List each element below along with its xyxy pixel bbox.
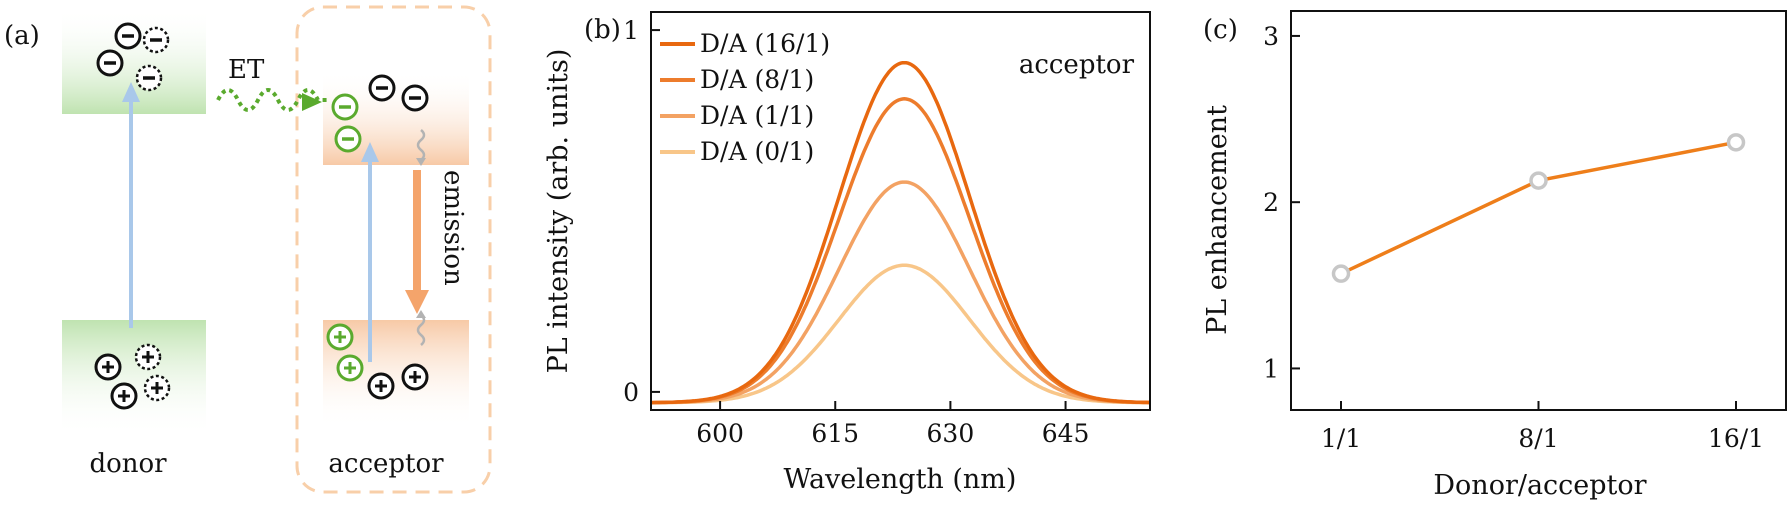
donor-electrons xyxy=(96,22,170,92)
panel-b-xlabel: Wavelength (nm) xyxy=(784,464,1017,495)
electron-green-icon xyxy=(334,125,362,153)
donor-excitation-arrowhead xyxy=(122,82,140,102)
x-tick-label: 615 xyxy=(811,419,859,448)
panel-a-label: (a) xyxy=(4,21,40,51)
panel-b-legend: D/A (16/1) D/A (8/1) D/A (1/1) D/A (0/1) xyxy=(660,29,830,166)
panel-a-schematic: (a) ET emission xyxy=(4,5,492,494)
panel-b-ticks: 600 615 630 645 0 1 xyxy=(623,16,1089,448)
hole-green-icon xyxy=(336,354,364,382)
emission-label: emission xyxy=(438,170,468,286)
spectrum-line xyxy=(651,60,1151,405)
x-tick-label: 8/1 xyxy=(1518,424,1558,453)
x-tick-label: 630 xyxy=(927,419,975,448)
acceptor-holes xyxy=(326,323,429,400)
acceptor-relaxation-squiggle-top xyxy=(416,129,426,161)
y-tick-label: 1 xyxy=(1263,354,1279,383)
enhancement-point xyxy=(1726,133,1746,152)
hole-icon xyxy=(367,372,395,400)
panel-c-chart: (c) 1/1 8/1 16/1 1 2 3 Donor/acceptor PL enha… xyxy=(1202,10,1787,501)
donor-label: donor xyxy=(89,449,167,479)
y-tick-label: 2 xyxy=(1263,188,1279,217)
et-label: ET xyxy=(228,55,265,85)
hole-icon xyxy=(401,363,429,391)
panel-c-ylabel: PL enhancement xyxy=(1202,105,1233,335)
hole-vacant-icon xyxy=(143,374,171,402)
donor-valence-band xyxy=(62,320,206,436)
hole-vacant-icon xyxy=(134,343,162,371)
electron-icon xyxy=(96,49,124,77)
electron-vacant-icon xyxy=(142,26,170,54)
x-tick-label: 645 xyxy=(1042,419,1090,448)
electron-icon xyxy=(114,22,142,50)
electron-icon xyxy=(401,84,429,112)
energy-transfer-arrowhead xyxy=(302,93,322,111)
electron-green-icon xyxy=(331,93,359,121)
emission-arrowhead xyxy=(405,290,429,314)
panel-c-series xyxy=(1331,133,1746,283)
x-tick-label: 16/1 xyxy=(1708,424,1764,453)
legend-entry: D/A (8/1) xyxy=(700,65,814,94)
panel-b-annotation: acceptor xyxy=(1019,50,1135,80)
hole-green-icon xyxy=(326,323,354,351)
x-tick-label: 600 xyxy=(696,419,744,448)
acceptor-box xyxy=(295,5,492,494)
panel-b-series xyxy=(651,60,1151,405)
energy-transfer-arrow xyxy=(216,88,328,112)
hole-icon xyxy=(110,382,138,410)
relaxation-arrowhead-bottom xyxy=(416,310,426,318)
panel-c-ticks: 1/1 8/1 16/1 1 2 3 xyxy=(1263,22,1764,453)
relaxation-arrowhead-top xyxy=(416,158,426,166)
acceptor-label: acceptor xyxy=(328,449,444,479)
panel-c-xlabel: Donor/acceptor xyxy=(1433,470,1646,501)
enhancement-point xyxy=(1529,171,1548,190)
panel-b-frame xyxy=(650,11,1151,411)
legend-entry: D/A (16/1) xyxy=(700,29,830,58)
acceptor-electrons xyxy=(331,74,429,153)
acceptor-relaxation-squiggle-bottom xyxy=(416,314,426,346)
acceptor-excitation-arrowhead xyxy=(361,142,379,162)
x-tick-label: 1/1 xyxy=(1321,424,1361,453)
panel-b-ylabel: PL intensity (arb. units) xyxy=(543,49,574,374)
legend-entry: D/A (1/1) xyxy=(700,101,814,130)
y-tick-label: 3 xyxy=(1263,22,1279,51)
panel-c-label: (c) xyxy=(1203,15,1238,45)
y-tick-label: 1 xyxy=(623,16,639,45)
hole-icon xyxy=(94,353,122,381)
electron-vacant-icon xyxy=(135,64,163,92)
electron-icon xyxy=(368,74,396,102)
panel-b-label: (b) xyxy=(584,15,621,45)
enhancement-line xyxy=(1340,140,1737,276)
donor-holes xyxy=(94,343,171,410)
y-tick-label: 0 xyxy=(623,378,639,407)
legend-entry: D/A (0/1) xyxy=(700,137,814,166)
spectrum-line xyxy=(651,180,1150,405)
panel-c-frame xyxy=(1290,10,1787,411)
spectrum-line xyxy=(651,263,1150,405)
enhancement-point xyxy=(1331,264,1351,283)
